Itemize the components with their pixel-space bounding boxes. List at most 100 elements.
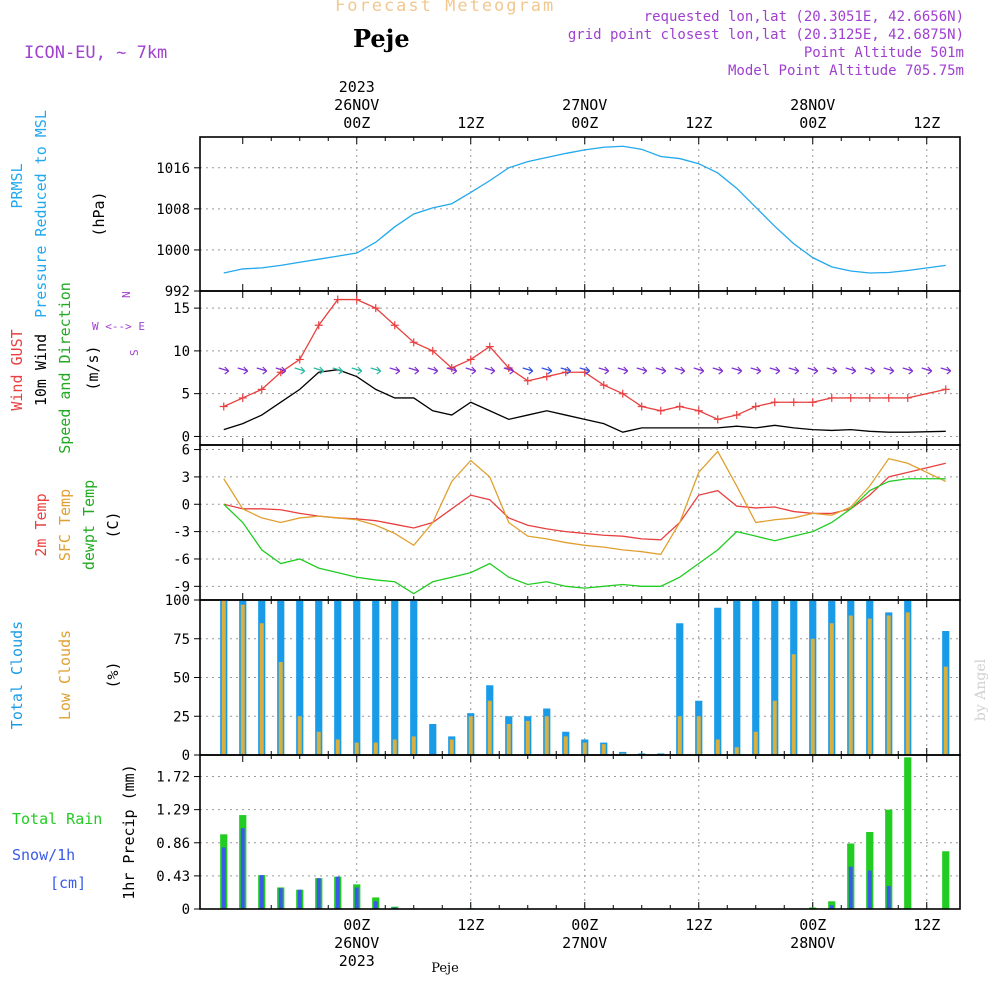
wind-arrow xyxy=(294,366,306,375)
bar-low-clouds xyxy=(297,716,302,755)
label-speed-direction: Speed and Direction xyxy=(56,282,74,454)
bottom-time-label: 12Z xyxy=(457,916,484,934)
gust-point xyxy=(865,393,874,402)
wind-arrow xyxy=(351,366,363,375)
gust-point xyxy=(789,398,798,407)
wind-arrow xyxy=(218,366,230,375)
bottom-time-label: 00Z xyxy=(343,916,370,934)
gust-point xyxy=(466,355,475,364)
y-tick-label: 3 xyxy=(182,470,190,486)
wind-arrow xyxy=(864,366,876,375)
bar-snow-1h xyxy=(259,875,264,909)
panel-pressure: 992 1000 1008 1016 xyxy=(156,136,961,300)
bar-total-clouds xyxy=(429,724,437,755)
gust-point xyxy=(238,393,247,402)
top-date-label: 26NOV xyxy=(334,96,379,114)
bar-total-rain xyxy=(942,851,950,909)
bar-low-clouds xyxy=(487,700,492,755)
bar-low-clouds xyxy=(544,716,549,755)
gust-point xyxy=(751,402,760,411)
gust-point xyxy=(485,342,494,351)
label-cm: [cm] xyxy=(50,874,86,892)
wind-arrow xyxy=(940,366,952,375)
y-tick-label: 0 xyxy=(182,748,190,764)
bar-low-clouds xyxy=(411,736,416,755)
bar-low-clouds xyxy=(278,662,283,755)
bar-low-clouds xyxy=(772,700,777,755)
wind-arrow xyxy=(275,366,287,375)
top-date-label: 28NOV xyxy=(790,96,835,114)
bar-low-clouds xyxy=(696,716,701,755)
compass-we: W <--> E xyxy=(92,320,145,333)
bar-snow-1h xyxy=(316,878,321,909)
bar-snow-1h xyxy=(335,876,340,909)
bar-total-clouds xyxy=(372,600,380,755)
top-time-label: 00Z xyxy=(799,114,826,132)
bar-low-clouds xyxy=(677,716,682,755)
y-tick-label: 0.86 xyxy=(156,836,190,852)
bar-total-rain xyxy=(904,757,912,909)
wind-arrow xyxy=(503,366,515,375)
wind-arrow xyxy=(712,366,724,375)
panel-precip: 0 0.43 0.86 1.29 1.72 xyxy=(156,754,961,918)
gust-point xyxy=(219,402,228,411)
label-2m-temp: 2m Temp xyxy=(32,493,50,556)
label-wind-gust: Wind GUST xyxy=(8,329,26,410)
series-line-prmsl xyxy=(223,145,946,274)
wind-arrow xyxy=(769,366,781,375)
point-altitude: Point Altitude 501m xyxy=(803,45,964,61)
gust-point xyxy=(675,402,684,411)
bar-low-clouds xyxy=(449,739,454,755)
y-tick-label: 15 xyxy=(173,301,190,317)
gust-point xyxy=(732,411,741,420)
compass-n: N xyxy=(120,291,133,298)
bar-total-rain xyxy=(885,809,893,909)
bar-total-clouds xyxy=(334,600,342,755)
bar-low-clouds xyxy=(829,623,834,755)
bar-total-clouds xyxy=(676,623,684,755)
y-tick-label: 1008 xyxy=(156,202,190,218)
bar-low-clouds xyxy=(810,638,815,755)
series-line-dewpt-temp xyxy=(223,478,946,595)
y-tick-label: 992 xyxy=(165,284,190,300)
y-tick-label: 50 xyxy=(173,671,190,687)
bar-low-clouds xyxy=(715,739,720,755)
wind-arrow xyxy=(807,366,819,375)
gust-point xyxy=(333,295,342,304)
gust-point xyxy=(523,376,532,385)
wind-arrow xyxy=(693,366,705,375)
gust-point xyxy=(713,415,722,424)
gust-point xyxy=(884,393,893,402)
bar-total-clouds xyxy=(410,600,418,755)
gust-point xyxy=(827,393,836,402)
bar-low-clouds xyxy=(468,716,473,755)
wind-arrow xyxy=(579,366,591,375)
bar-low-clouds xyxy=(525,720,530,755)
wind-arrow xyxy=(389,366,401,375)
wind-arrow xyxy=(845,366,857,375)
wind-arrow xyxy=(826,366,838,375)
top-time-label: 12Z xyxy=(913,114,940,132)
y-tick-label: 0 xyxy=(182,497,190,513)
chart-title: Forecast Meteogram xyxy=(335,0,556,16)
bar-low-clouds xyxy=(240,604,245,755)
wind-arrow xyxy=(560,366,572,375)
gust-point xyxy=(352,295,361,304)
top-time-label: 00Z xyxy=(571,114,598,132)
gust-point xyxy=(599,381,608,390)
bar-low-clouds xyxy=(221,600,226,755)
gust-point xyxy=(637,402,646,411)
model-label: ICON-EU, ~ 7km xyxy=(24,43,168,63)
requested-coords: requested lon,lat (20.3051E, 42.6656N) xyxy=(643,9,964,25)
bottom-date-label: 27NOV xyxy=(562,934,607,952)
bar-snow-1h xyxy=(354,887,359,909)
bar-snow-1h xyxy=(240,828,245,909)
gust-point xyxy=(770,398,779,407)
bar-total-clouds xyxy=(771,600,779,755)
bar-low-clouds xyxy=(506,724,511,755)
gridpoint-coords: grid point closest lon,lat (20.3125E, 42… xyxy=(567,27,964,43)
bar-low-clouds xyxy=(791,654,796,755)
wind-arrow xyxy=(522,366,534,375)
top-time-label: 12Z xyxy=(457,114,484,132)
